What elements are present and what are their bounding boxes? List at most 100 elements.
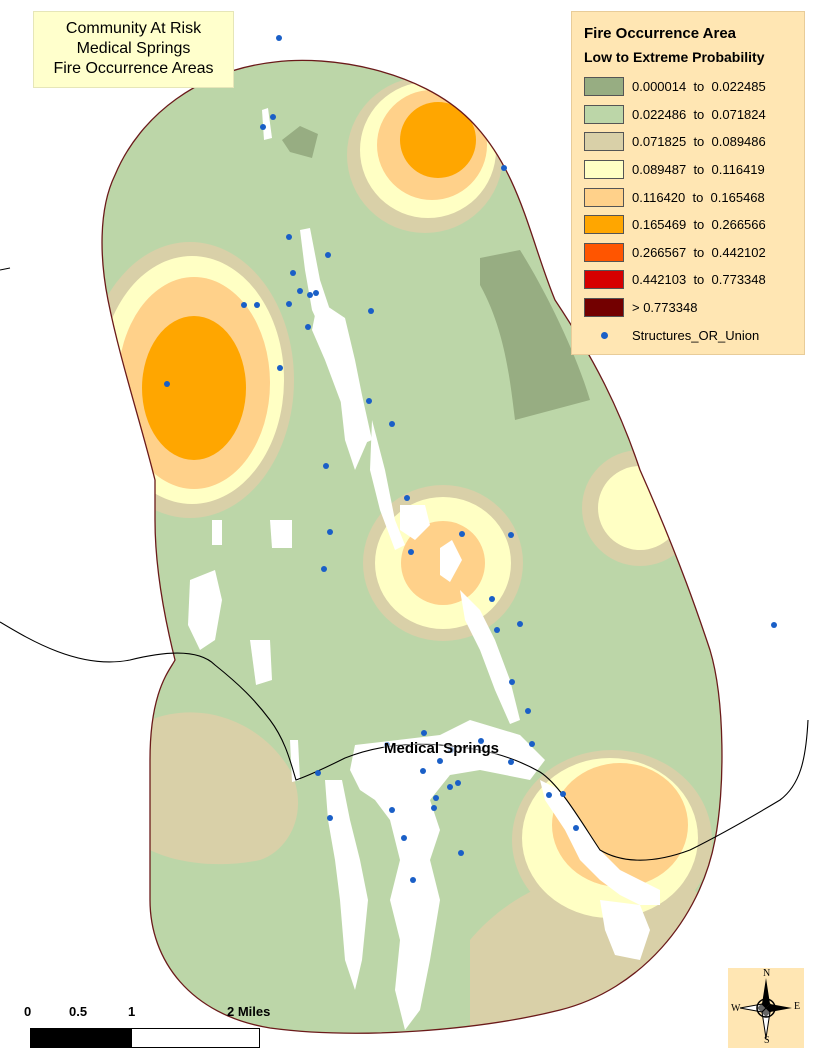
legend-subtitle: Low to Extreme Probability [584, 49, 765, 65]
structure-point [421, 730, 427, 736]
legend-class-1: 0.000014 to 0.022485 [584, 73, 804, 101]
structure-point [164, 381, 170, 387]
legend-point-symbol [584, 331, 624, 339]
structure-point [408, 549, 414, 555]
legend-class-3: 0.071825 to 0.089486 [584, 128, 804, 156]
legend-class-list: 0.000014 to 0.022485 0.022486 to 0.07182… [584, 73, 804, 321]
west-label: W [731, 1003, 741, 1014]
scale-label-0: 0 [24, 1004, 32, 1019]
structure-point [458, 850, 464, 856]
place-label-medical-springs: Medical Springs [384, 740, 500, 757]
structure-point [315, 770, 321, 776]
legend-class-label: 0.071825 to 0.089486 [632, 134, 766, 150]
structure-point [448, 747, 454, 753]
low-probability-zone-east [480, 250, 590, 420]
legend-class-label: 0.089487 to 0.116419 [632, 162, 765, 178]
structure-point [241, 302, 247, 308]
hotspot-east [582, 450, 698, 566]
structure-point [277, 365, 283, 371]
scale-label-2-miles: 2 Miles [227, 1004, 271, 1019]
structure-point [321, 566, 327, 572]
legend-swatch [584, 160, 624, 180]
legend-swatch [584, 132, 624, 152]
map-title-line-2: Medical Springs [76, 40, 191, 57]
legend-class-2: 0.022486 to 0.071824 [584, 101, 804, 129]
structure-dot-icon [600, 331, 608, 339]
low-probability-zone-north [282, 126, 318, 158]
scale-bar: 0 0.5 1 2 Miles [24, 1004, 324, 1050]
legend-swatch [584, 215, 624, 235]
structure-point [517, 621, 523, 627]
hotspot-north [347, 77, 503, 233]
map-title-line-3: Fire Occurrence Areas [53, 60, 214, 77]
structure-point [290, 270, 296, 276]
structure-point [478, 738, 484, 744]
legend-swatch [584, 270, 624, 290]
hotspot-northwest [102, 242, 294, 518]
structure-point [297, 288, 303, 294]
south-label: S [764, 1035, 770, 1046]
legend-class-label: 0.022486 to 0.071824 [632, 106, 766, 122]
structure-point [366, 398, 372, 404]
legend-class-7: 0.266567 to 0.442102 [584, 239, 804, 267]
structure-point [325, 252, 331, 258]
structure-point [286, 301, 292, 307]
structure-point [501, 165, 507, 171]
non-burnable-areas [188, 108, 660, 1030]
structure-point [286, 234, 292, 240]
structure-point [368, 308, 374, 314]
compass-rose-icon [739, 978, 792, 1039]
structure-point [509, 679, 515, 685]
legend-class-label: 0.116420 to 0.165468 [632, 189, 765, 205]
structure-point [489, 596, 495, 602]
structure-point [447, 784, 453, 790]
legend-swatch [584, 77, 624, 97]
scale-segment-black [30, 1028, 132, 1048]
structure-point [494, 627, 500, 633]
structure-point [560, 791, 566, 797]
structure-point [327, 815, 333, 821]
structure-point [307, 292, 313, 298]
map-title-line-1: Community At Risk [65, 20, 202, 37]
structure-point [525, 708, 531, 714]
structure-point [404, 495, 410, 501]
structure-point [313, 290, 319, 296]
structure-point [327, 529, 333, 535]
boundary-lines [0, 267, 809, 861]
structure-point [305, 324, 311, 330]
structure-point [529, 741, 535, 747]
structure-point [433, 795, 439, 801]
legend-swatch [584, 298, 624, 318]
structure-point [431, 805, 437, 811]
structure-point [455, 780, 461, 786]
moderate-zone-southwest [150, 712, 299, 865]
structure-point [771, 622, 777, 628]
study-area-outline [101, 59, 723, 1034]
legend-class-9: > 0.773348 [584, 294, 804, 322]
legend-structures: Structures_OR_Union [584, 322, 804, 348]
legend-class-8: 0.442103 to 0.773348 [584, 266, 804, 294]
county-line-west [0, 621, 809, 861]
legend-class-6: 0.165469 to 0.266566 [584, 211, 804, 239]
structure-point [401, 835, 407, 841]
structure-point [508, 532, 514, 538]
legend-class-label: 0.442103 to 0.773348 [632, 272, 766, 288]
legend-title: Fire Occurrence Area [584, 25, 737, 42]
legend-swatch [584, 242, 624, 262]
structure-point [260, 124, 266, 130]
legend-structures-label: Structures_OR_Union [632, 327, 760, 343]
structure-point [420, 768, 426, 774]
structure-point [276, 35, 282, 41]
structure-point [254, 302, 260, 308]
legend-swatch [584, 104, 624, 124]
structure-point [389, 807, 395, 813]
structure-point [508, 759, 514, 765]
legend: Fire Occurrence Area Low to Extreme Prob… [571, 11, 805, 355]
map-title-box: Community At Risk Medical Springs Fire O… [33, 11, 234, 88]
structures-points [164, 35, 777, 883]
east-label: E [794, 1001, 801, 1012]
scale-label-1: 1 [128, 1004, 136, 1019]
structure-point [410, 877, 416, 883]
structure-point [546, 792, 552, 798]
